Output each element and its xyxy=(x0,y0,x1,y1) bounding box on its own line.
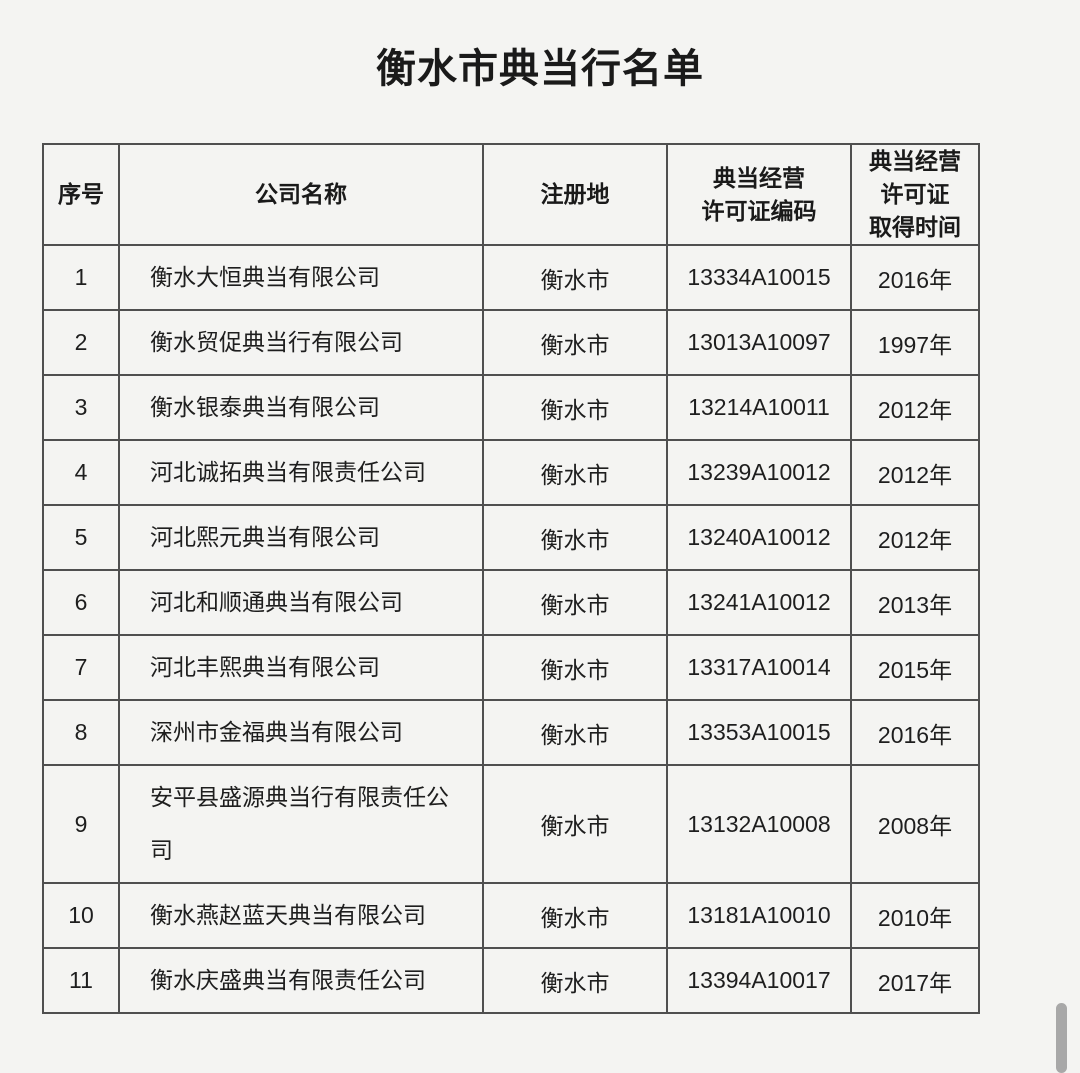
col-header-year: 典当经营 许可证 取得时间 xyxy=(850,143,980,246)
cell-index: 11 xyxy=(42,947,120,1014)
cell-location: 衡水市 xyxy=(482,947,668,1014)
cell-index: 10 xyxy=(42,882,120,949)
cell-license: 13181A10010 xyxy=(666,882,852,949)
cell-location: 衡水市 xyxy=(482,374,668,441)
cell-company: 衡水大恒典当有限公司 xyxy=(118,244,484,311)
cell-company: 河北丰熙典当有限公司 xyxy=(118,634,484,701)
table-row: 11 衡水庆盛典当有限责任公司 衡水市 13394A10017 2017年 xyxy=(42,947,980,1014)
cell-location: 衡水市 xyxy=(482,569,668,636)
col-header-company: 公司名称 xyxy=(118,143,484,246)
cell-company: 衡水贸促典当行有限公司 xyxy=(118,309,484,376)
cell-index: 4 xyxy=(42,439,120,506)
table-row: 3 衡水银泰典当有限公司 衡水市 13214A10011 2012年 xyxy=(42,374,980,441)
col-header-index: 序号 xyxy=(42,143,120,246)
cell-company: 衡水银泰典当有限公司 xyxy=(118,374,484,441)
table-row: 9 安平县盛源典当行有限责任公司 衡水市 13132A10008 2008年 xyxy=(42,764,980,884)
cell-company: 衡水庆盛典当有限责任公司 xyxy=(118,947,484,1014)
table-row: 10 衡水燕赵蓝天典当有限公司 衡水市 13181A10010 2010年 xyxy=(42,882,980,949)
table-row: 8 深州市金福典当有限公司 衡水市 13353A10015 2016年 xyxy=(42,699,980,766)
cell-year: 2016年 xyxy=(850,699,980,766)
cell-year: 2012年 xyxy=(850,439,980,506)
cell-license: 13240A10012 xyxy=(666,504,852,571)
cell-license: 13132A10008 xyxy=(666,764,852,884)
cell-index: 1 xyxy=(42,244,120,311)
cell-license: 13013A10097 xyxy=(666,309,852,376)
cell-license: 13239A10012 xyxy=(666,439,852,506)
cell-company: 河北诚拓典当有限责任公司 xyxy=(118,439,484,506)
cell-year: 2013年 xyxy=(850,569,980,636)
table-row: 2 衡水贸促典当行有限公司 衡水市 13013A10097 1997年 xyxy=(42,309,980,376)
table-row: 4 河北诚拓典当有限责任公司 衡水市 13239A10012 2012年 xyxy=(42,439,980,506)
cell-company: 深州市金福典当有限公司 xyxy=(118,699,484,766)
cell-year: 2010年 xyxy=(850,882,980,949)
cell-index: 3 xyxy=(42,374,120,441)
col-header-license: 典当经营 许可证编码 xyxy=(666,143,852,246)
cell-company: 河北和顺通典当有限公司 xyxy=(118,569,484,636)
cell-index: 6 xyxy=(42,569,120,636)
page-title: 衡水市典当行名单 xyxy=(376,47,704,91)
cell-location: 衡水市 xyxy=(482,244,668,311)
cell-year: 2008年 xyxy=(850,764,980,884)
cell-index: 8 xyxy=(42,699,120,766)
cell-year: 2012年 xyxy=(850,374,980,441)
cell-year: 2017年 xyxy=(850,947,980,1014)
cell-company: 衡水燕赵蓝天典当有限公司 xyxy=(118,882,484,949)
cell-index: 9 xyxy=(42,764,120,884)
scrollbar-thumb[interactable] xyxy=(1056,1003,1067,1073)
cell-license: 13394A10017 xyxy=(666,947,852,1014)
cell-location: 衡水市 xyxy=(482,699,668,766)
table-row: 7 河北丰熙典当有限公司 衡水市 13317A10014 2015年 xyxy=(42,634,980,701)
cell-location: 衡水市 xyxy=(482,504,668,571)
table-header-row: 序号 公司名称 注册地 典当经营 许可证编码 典当经营 许可证 取得时间 xyxy=(42,143,980,246)
cell-company: 安平县盛源典当行有限责任公司 xyxy=(118,764,484,884)
cell-location: 衡水市 xyxy=(482,764,668,884)
cell-index: 7 xyxy=(42,634,120,701)
cell-location: 衡水市 xyxy=(482,882,668,949)
cell-location: 衡水市 xyxy=(482,439,668,506)
table-row: 6 河北和顺通典当有限公司 衡水市 13241A10012 2013年 xyxy=(42,569,980,636)
table-row: 5 河北熙元典当有限公司 衡水市 13240A10012 2012年 xyxy=(42,504,980,571)
pawnshop-table: 序号 公司名称 注册地 典当经营 许可证编码 典当经营 许可证 取得时间 1 衡… xyxy=(42,143,980,1014)
cell-year: 2012年 xyxy=(850,504,980,571)
cell-index: 2 xyxy=(42,309,120,376)
cell-year: 1997年 xyxy=(850,309,980,376)
cell-license: 13214A10011 xyxy=(666,374,852,441)
col-header-location: 注册地 xyxy=(482,143,668,246)
cell-license: 13334A10015 xyxy=(666,244,852,311)
cell-location: 衡水市 xyxy=(482,309,668,376)
cell-company: 河北熙元典当有限公司 xyxy=(118,504,484,571)
table-row: 1 衡水大恒典当有限公司 衡水市 13334A10015 2016年 xyxy=(42,244,980,311)
cell-license: 13317A10014 xyxy=(666,634,852,701)
cell-index: 5 xyxy=(42,504,120,571)
cell-year: 2015年 xyxy=(850,634,980,701)
cell-year: 2016年 xyxy=(850,244,980,311)
cell-license: 13353A10015 xyxy=(666,699,852,766)
cell-location: 衡水市 xyxy=(482,634,668,701)
cell-license: 13241A10012 xyxy=(666,569,852,636)
